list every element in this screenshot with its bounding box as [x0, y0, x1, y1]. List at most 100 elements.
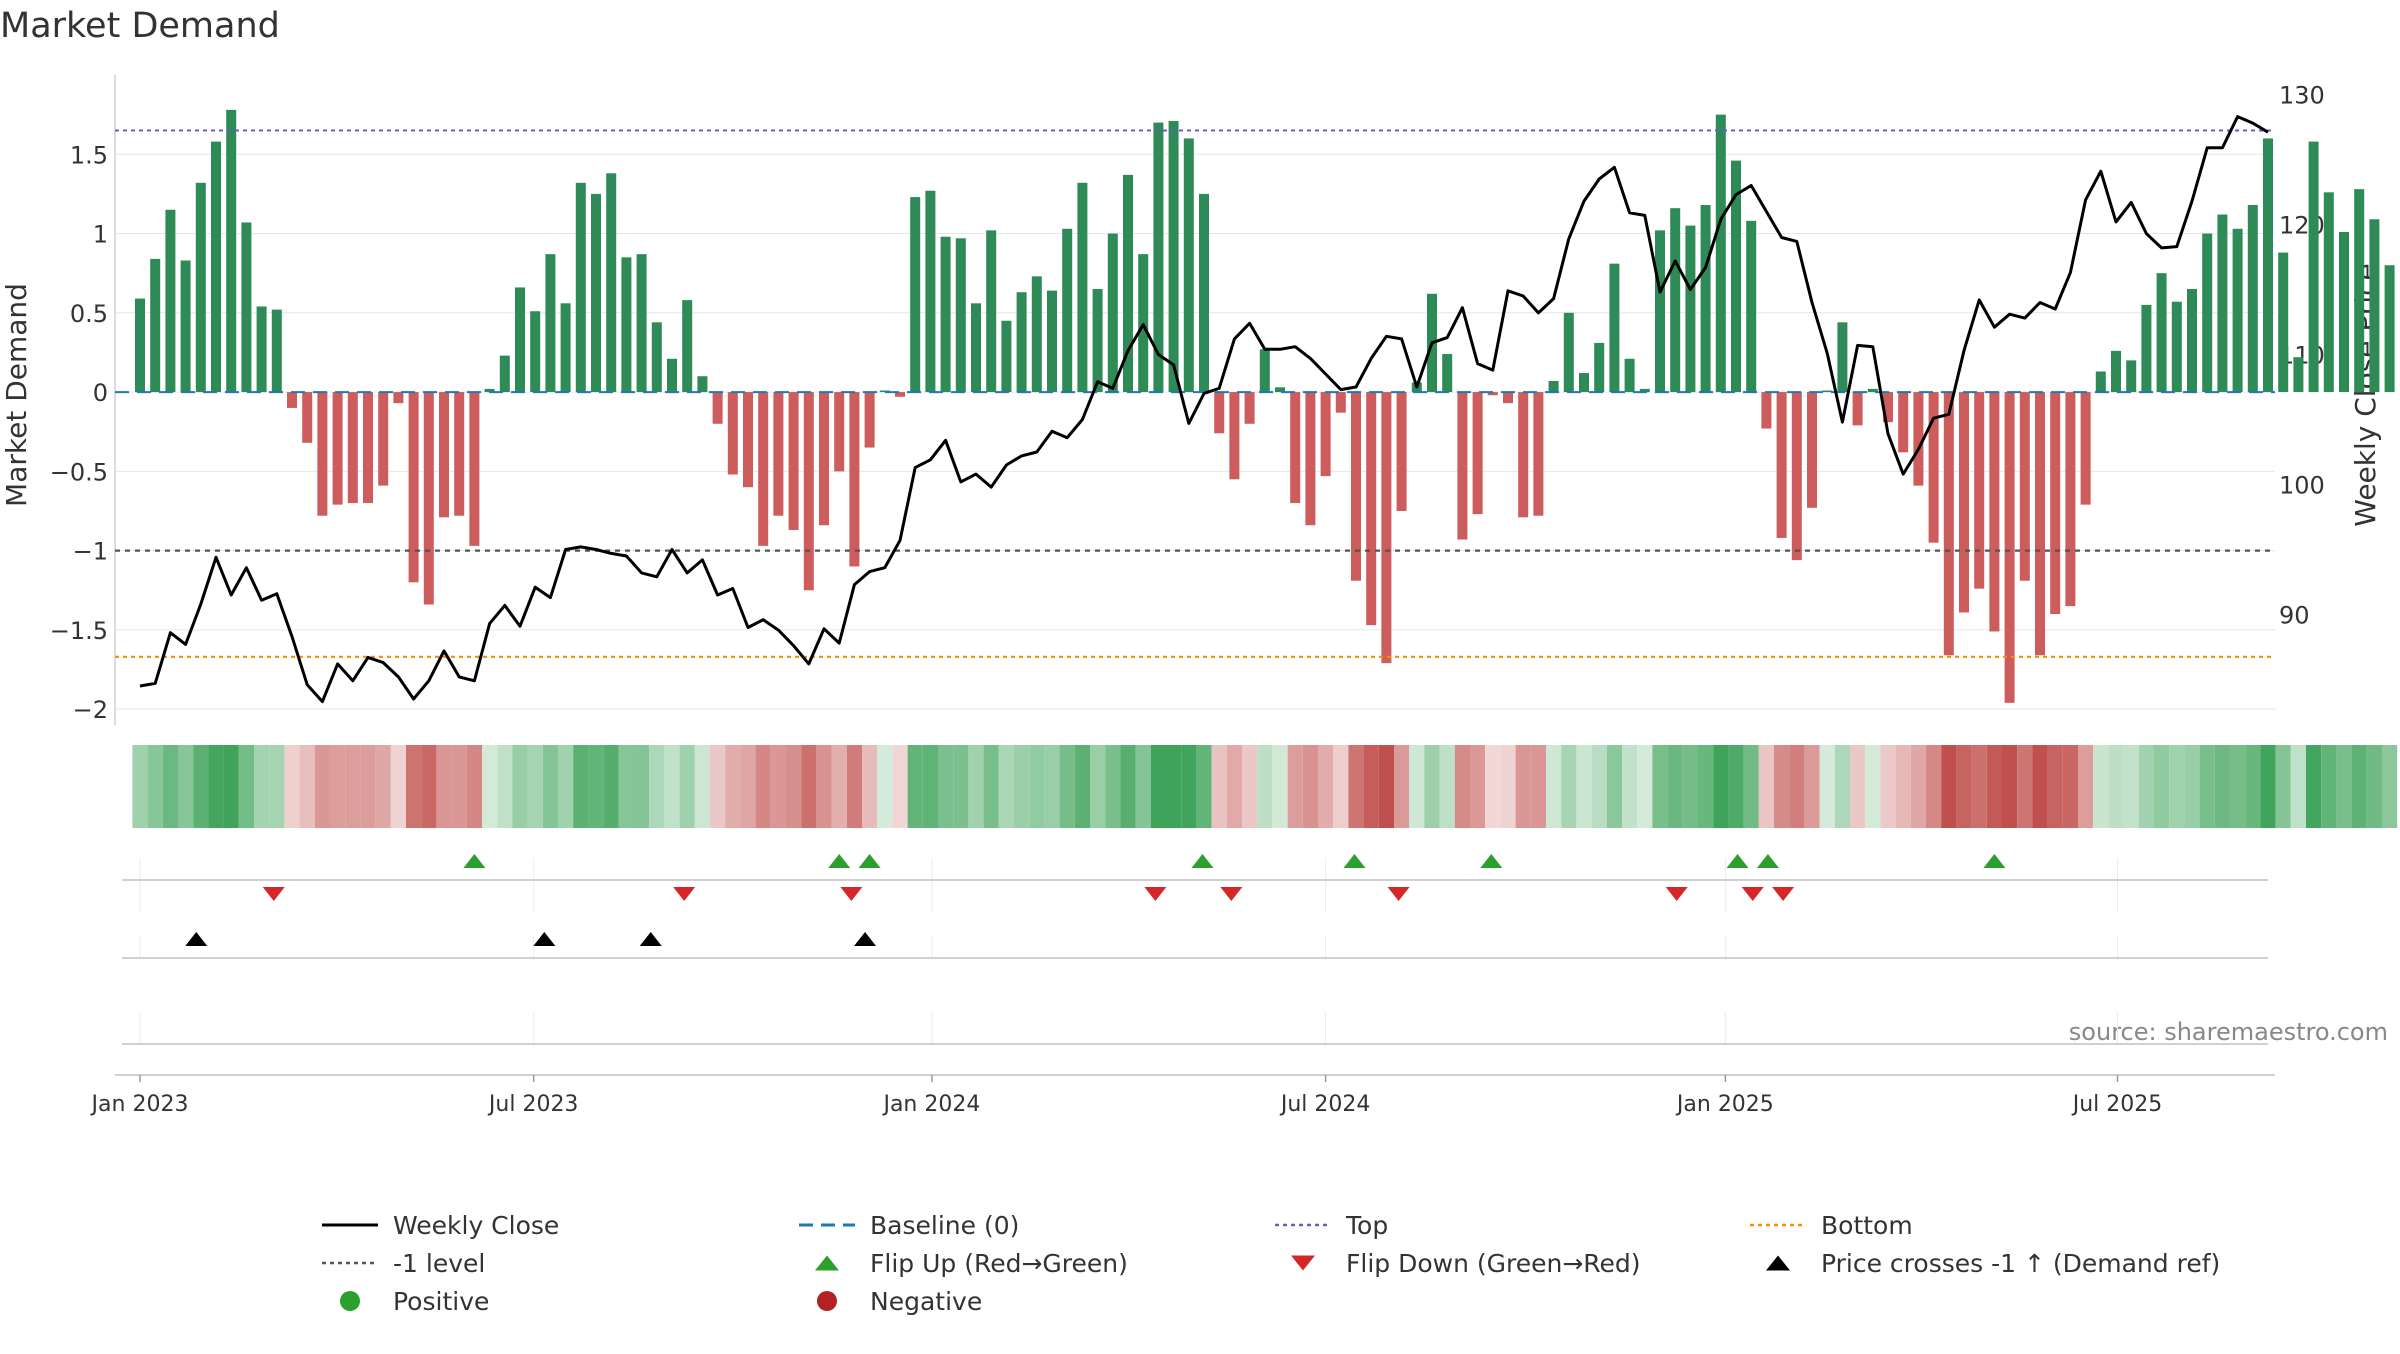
negative-demand-bar	[1761, 392, 1772, 429]
legend-label: Flip Down (Green→Red)	[1346, 1249, 1641, 1278]
heat-cell-positive	[1576, 745, 1592, 828]
heat-cell-negative	[740, 745, 756, 828]
positive-demand-bar	[1609, 263, 1620, 393]
heat-cell-positive	[998, 745, 1014, 828]
heat-cell-positive	[2275, 745, 2291, 828]
heat-cell-positive	[2336, 745, 2352, 828]
positive-demand-bar	[955, 238, 966, 393]
negative-demand-bar	[727, 392, 738, 475]
heat-cell-negative	[1302, 745, 1318, 828]
positive-demand-bar	[560, 303, 571, 393]
heat-cell-positive	[1120, 745, 1136, 828]
heat-cell-positive	[1819, 745, 1835, 828]
heat-cell-positive	[254, 745, 270, 828]
heat-cell-positive	[482, 745, 498, 828]
positive-demand-bar	[2247, 205, 2258, 393]
heat-cell-positive	[694, 745, 710, 828]
negative-demand-bar	[712, 392, 723, 424]
flip-down-marker	[262, 887, 285, 901]
heat-cell-positive	[2245, 745, 2261, 828]
positive-demand-bar	[195, 182, 206, 393]
heat-cell-negative	[1515, 745, 1531, 828]
positive-demand-bar	[636, 254, 647, 393]
flip-down-marker	[1741, 887, 1764, 901]
positive-demand-bar	[1624, 358, 1635, 393]
heat-cell-negative	[801, 745, 817, 828]
heat-cell-negative	[421, 745, 437, 828]
negative-demand-bar	[1396, 392, 1407, 511]
source-note: source: sharemaestro.com	[2069, 1018, 2388, 1046]
positive-demand-bar	[1259, 349, 1270, 393]
positive-demand-bar	[2354, 189, 2365, 393]
heat-cell-positive	[2199, 745, 2215, 828]
heat-cell-positive	[1090, 745, 1106, 828]
negative-demand-bar	[1457, 392, 1468, 540]
heat-cell-negative	[360, 745, 376, 828]
positive-demand-bar	[940, 236, 951, 393]
negative-demand-bar	[1776, 392, 1787, 538]
y-axis-label-left: Market Demand	[0, 283, 33, 507]
negative-demand-bar	[2065, 392, 2076, 607]
heat-cell-negative	[1394, 745, 1410, 828]
legend-label: Negative	[870, 1287, 982, 1316]
heat-cell-positive	[1606, 745, 1622, 828]
heat-cell-negative	[1470, 745, 1486, 828]
positive-demand-bar	[1685, 225, 1696, 393]
heat-cell-negative	[1971, 745, 1987, 828]
heat-cell-positive	[1181, 745, 1197, 828]
negative-demand-bar	[1533, 392, 1544, 516]
legend-item: Top	[1275, 1211, 1388, 1240]
negative-demand-bar	[864, 392, 875, 448]
legend-label: Baseline (0)	[870, 1211, 1019, 1240]
heat-cell-negative	[892, 745, 908, 828]
heat-cell-positive	[1424, 745, 1440, 828]
heat-cell-positive	[558, 745, 574, 828]
legend-item: Baseline (0)	[799, 1211, 1019, 1240]
positive-demand-bar	[241, 222, 252, 393]
heat-cell-positive	[1059, 745, 1075, 828]
demand-heat-strip	[132, 745, 2398, 828]
positive-demand-bar	[1168, 120, 1179, 393]
heat-cell-negative	[831, 745, 847, 828]
flip-up-marker	[1726, 854, 1749, 868]
negative-demand-bar	[1290, 392, 1301, 504]
heat-cell-negative	[1530, 745, 1546, 828]
positive-demand-bar	[1867, 388, 1878, 393]
positive-demand-bar	[971, 303, 981, 393]
heat-cell-negative	[1318, 745, 1334, 828]
heat-cell-negative	[1804, 745, 1820, 828]
heat-cell-positive	[1637, 745, 1653, 828]
heat-cell-negative	[1850, 745, 1866, 828]
flip-up-marker	[1756, 854, 1779, 868]
positive-demand-bar	[1579, 373, 1589, 393]
positive-demand-bar	[1031, 276, 1042, 393]
heat-cell-positive	[512, 745, 528, 828]
legend-swatch-dot	[340, 1291, 360, 1311]
negative-demand-bar	[408, 392, 419, 583]
heat-cell-positive	[2093, 745, 2109, 828]
positive-demand-bar	[180, 260, 191, 393]
x-tick-label: Jul 2023	[487, 1092, 579, 1117]
price-cross-marker	[185, 932, 208, 946]
heat-cell-negative	[1789, 745, 1805, 828]
negative-demand-bar	[454, 392, 465, 516]
negative-demand-bar	[1959, 392, 1969, 613]
heat-cell-negative	[375, 745, 391, 828]
y-tick-label-left: 1	[93, 221, 108, 249]
heat-cell-negative	[406, 745, 422, 828]
heat-cell-positive	[2214, 745, 2230, 828]
legend-item: Negative	[817, 1287, 982, 1316]
positive-demand-bar	[682, 300, 693, 393]
heat-cell-positive	[1166, 745, 1182, 828]
heat-cell-positive	[2351, 745, 2367, 828]
y-tick-label-left: −2	[73, 696, 108, 724]
positive-demand-bar	[2141, 304, 2152, 393]
heat-cell-positive	[1439, 745, 1455, 828]
heat-cell-positive	[1667, 745, 1683, 828]
heat-cell-positive	[1652, 745, 1668, 828]
negative-demand-bar	[378, 392, 389, 486]
heat-cell-positive	[1561, 745, 1577, 828]
heat-cell-negative	[1956, 745, 1972, 828]
